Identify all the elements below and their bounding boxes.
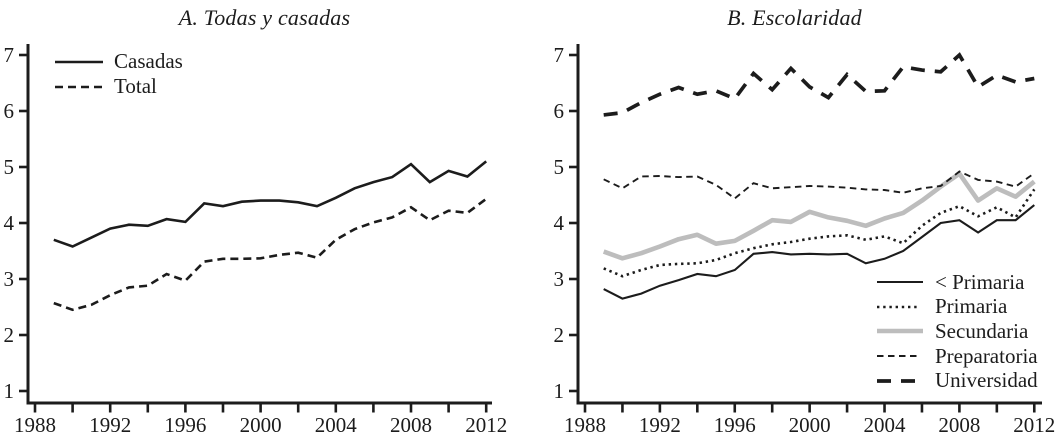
panel-b-title: B. Escolaridad <box>727 5 862 30</box>
x-tick-label: 2008 <box>390 413 432 437</box>
y-tick-label: 6 <box>4 99 15 123</box>
x-tick-label: 2008 <box>938 413 980 437</box>
y-tick-label: 5 <box>554 155 565 179</box>
series-lines <box>602 52 1036 300</box>
legend-label-secundaria: Secundaria <box>935 318 1029 343</box>
y-tick-label: 3 <box>4 267 15 291</box>
x-tick-label: 2004 <box>864 413 907 437</box>
x-tick-label: 1996 <box>164 413 206 437</box>
x-axis-ticks: 1988 1992 1996 2000 2004 2008 2012 <box>564 403 1055 437</box>
series-line-casadas <box>53 160 488 248</box>
legend-label-primaria: Primaria <box>935 294 1008 319</box>
total-dashed-line-swatch <box>55 85 103 88</box>
series-line-universidad <box>603 52 1035 117</box>
secundaria-gray-line-swatch <box>877 329 923 334</box>
y-tick-label: 2 <box>4 323 15 347</box>
series-line-secundaria <box>602 171 1036 261</box>
y-tick-label: 1 <box>4 379 15 403</box>
panel-a-legend: Casadas Total <box>54 49 183 99</box>
legend-label-total: Total <box>114 74 157 98</box>
panel-b-legend: < Primaria Primaria Secundaria Preparato… <box>876 270 1038 393</box>
legend-label-preparatoria: Preparatoria <box>935 343 1038 368</box>
panel-b: B. Escolaridad 1 2 3 4 5 6 7 1988 1992 1996 2000 20… <box>530 0 1059 440</box>
series-line-primaria <box>603 188 1036 278</box>
series-line-total <box>53 197 487 312</box>
y-tick-label: 7 <box>554 43 565 67</box>
legend-item-secundaria: Secundaria <box>876 319 1038 344</box>
y-tick-label: 2 <box>554 323 565 347</box>
x-tick-label: 2012 <box>1013 413 1055 437</box>
legend-label-casadas: Casadas <box>114 49 183 73</box>
series-line-primaria <box>603 204 1035 300</box>
y-axis-ticks: 1 2 3 4 5 6 7 <box>4 43 28 403</box>
x-tick-label: 1992 <box>89 413 131 437</box>
series-line-preparatoria <box>603 170 1035 200</box>
y-tick-label: 6 <box>554 99 565 123</box>
y-tick-label: 1 <box>554 379 565 403</box>
panel-a-plot: 1 2 3 4 5 6 7 1988 1992 1996 2000 2004 2008 2012 <box>4 43 508 437</box>
y-tick-label: 5 <box>4 155 15 179</box>
y-tick-label: 4 <box>4 211 15 235</box>
legend-item-casadas: Casadas <box>54 49 183 74</box>
x-tick-label: 2000 <box>789 413 831 437</box>
x-tick-label: 2000 <box>240 413 282 437</box>
panel-a-title: A. Todas y casadas <box>178 5 351 30</box>
legend-item-lt-primaria: < Primaria <box>876 270 1038 295</box>
series-lines <box>53 160 488 312</box>
legend-label-lt-primaria: < Primaria <box>935 269 1025 294</box>
lt-primaria-solid-line-swatch <box>877 281 923 284</box>
x-tick-label: 1988 <box>14 413 56 437</box>
x-tick-label: 2004 <box>315 413 358 437</box>
primaria-dotted-line-swatch <box>877 305 919 309</box>
y-tick-label: 4 <box>554 211 565 235</box>
y-tick-label: 3 <box>554 267 565 291</box>
x-axis-ticks: 1988 1992 1996 2000 2004 2008 2012 <box>14 403 507 437</box>
casadas-solid-line-swatch <box>55 60 103 63</box>
x-tick-label: 1996 <box>714 413 756 437</box>
x-tick-label: 2012 <box>465 413 507 437</box>
panel-a: A. Todas y casadas 1 2 3 4 5 6 7 1988 1992 1996 20… <box>0 0 529 440</box>
legend-item-universidad: Universidad <box>876 368 1038 393</box>
preparatoria-dashed-line-swatch <box>877 355 920 358</box>
universidad-longdash-line-swatch <box>877 378 915 383</box>
legend-item-total: Total <box>54 74 183 99</box>
y-axis-ticks: 1 2 3 4 5 6 7 <box>554 43 578 403</box>
legend-item-preparatoria: Preparatoria <box>876 344 1038 369</box>
x-tick-label: 1988 <box>564 413 606 437</box>
legend-item-primaria: Primaria <box>876 294 1038 320</box>
legend-label-universidad: Universidad <box>935 368 1038 393</box>
y-tick-label: 7 <box>4 43 15 67</box>
x-tick-label: 1992 <box>639 413 681 437</box>
panel-b-plot: 1 2 3 4 5 6 7 1988 1992 1996 2000 2004 2008 2012 <box>554 43 1056 437</box>
